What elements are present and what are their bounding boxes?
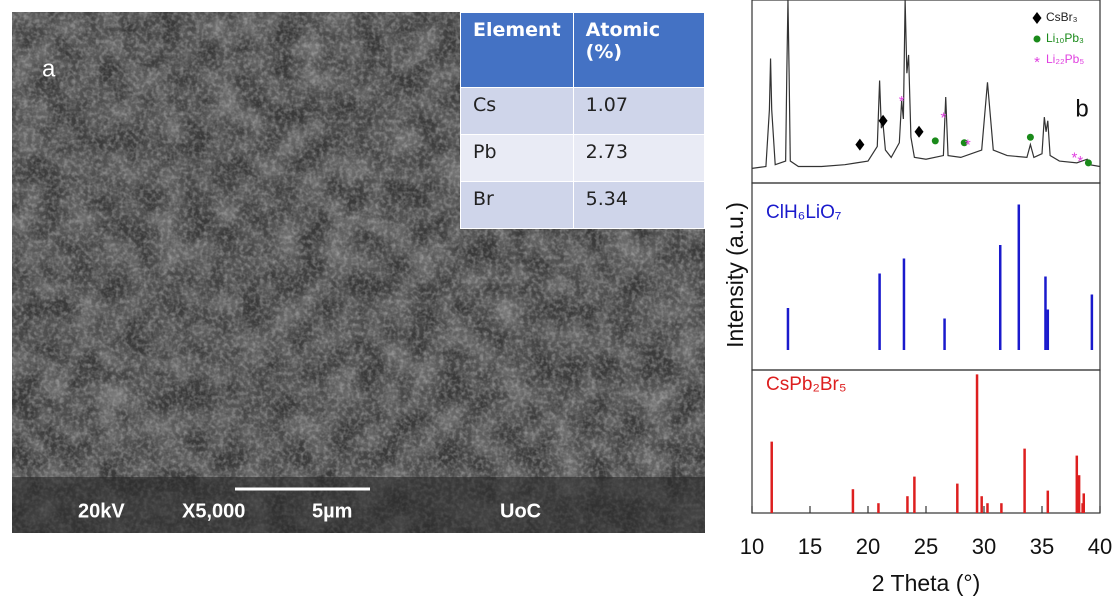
marker: * [965, 137, 971, 154]
x-tick-label: 15 [798, 534, 822, 559]
x-axis-title: 2 Theta (°) [872, 570, 981, 596]
marker [1027, 134, 1034, 141]
legend-entry: Li₁₀Pb₃ [1046, 31, 1084, 45]
legend-symbol: * [1034, 54, 1040, 71]
xrd-chart: CsBr₃Li₁₀Pb₃******Li₂₂Pb₅bClH₆LiO₇Intens… [0, 0, 1120, 603]
x-tick-label: 10 [740, 534, 764, 559]
pattern-line [752, 0, 1100, 168]
phase-label: CsPb₂Br₅ [766, 374, 847, 395]
page: a 20kV X5,000 5µm UoC ElementAtomic (%) … [0, 0, 1120, 603]
legend-entry: CsBr₃ [1046, 10, 1078, 24]
legend-symbol [1033, 12, 1042, 24]
marker [879, 115, 888, 127]
panel-frame [752, 0, 1100, 183]
marker: * [899, 93, 905, 110]
legend-entry: Li₂₂Pb₅ [1046, 52, 1084, 66]
marker [915, 126, 924, 138]
marker [855, 139, 864, 151]
marker [1085, 159, 1092, 166]
marker: * [940, 109, 946, 126]
phase-label: ClH₆LiO₇ [766, 202, 841, 223]
marker [932, 137, 939, 144]
y-axis-title: Intensity (a.u.) [722, 202, 748, 348]
marker: * [1077, 153, 1083, 170]
x-tick-label: 35 [1030, 534, 1054, 559]
legend-symbol [1034, 36, 1041, 43]
x-tick-label: 30 [972, 534, 996, 559]
x-tick-label: 40 [1088, 534, 1112, 559]
panel-label: b [1075, 95, 1088, 122]
x-tick-label: 20 [856, 534, 880, 559]
x-tick-label: 25 [914, 534, 938, 559]
